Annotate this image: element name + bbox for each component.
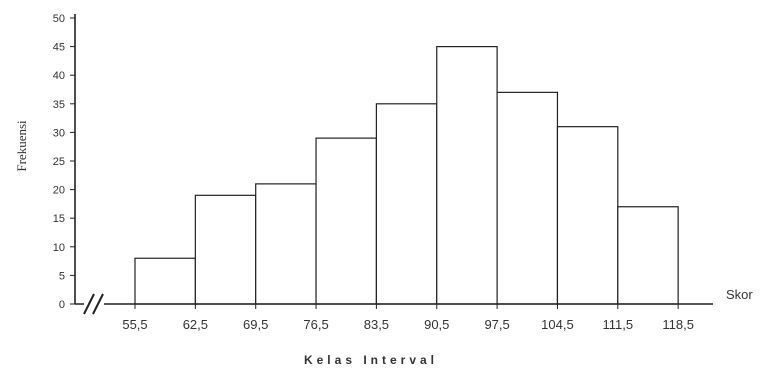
x-ticks: 55,5 62,5 69,5 76,5 83,5 90,5 97,5 104,5 111,5 11… xyxy=(122,304,694,332)
y-tick-label: 35 xyxy=(53,99,65,111)
histogram-bar xyxy=(496,91,559,305)
bars-layer xyxy=(134,45,679,305)
histogram-bar xyxy=(436,45,498,305)
y-tick-label: 15 xyxy=(53,213,65,225)
y-tick-label: 5 xyxy=(59,270,65,282)
histogram-bar xyxy=(375,103,438,305)
y-tick-label: 20 xyxy=(53,185,65,197)
y-tick-label: 25 xyxy=(53,156,65,168)
histogram-bar xyxy=(194,194,257,305)
y-tick-label: 50 xyxy=(53,13,65,25)
axes-layer xyxy=(74,14,713,315)
x-tick-label: 69,5 xyxy=(243,317,268,332)
histogram-bar xyxy=(556,126,619,305)
x-tick-label: 118,5 xyxy=(662,317,694,332)
y-tick-label: 30 xyxy=(53,127,65,139)
histogram-bar xyxy=(255,183,317,305)
y-tick-label: 45 xyxy=(53,42,65,54)
x-tick-label: 104,5 xyxy=(541,317,574,332)
x-unit-label: Skor xyxy=(726,287,753,302)
y-tick-label: 0 xyxy=(59,299,65,311)
x-tick-label: 62,5 xyxy=(183,317,208,332)
histogram-bar xyxy=(315,137,377,305)
histogram-bar xyxy=(134,257,196,305)
x-axis-label: Kelas Interval xyxy=(304,353,438,367)
axis-break-marker xyxy=(83,293,104,315)
x-tick-label: 76,5 xyxy=(303,317,328,332)
x-tick-label: 90,5 xyxy=(424,317,449,332)
y-tick-label: 10 xyxy=(53,242,65,254)
histogram-bar xyxy=(617,206,679,305)
y-ticks: 0 5 10 15 20 25 30 35 40 45 50 xyxy=(53,13,75,311)
x-tick-label: 83,5 xyxy=(364,317,389,332)
x-tick-label: 97,5 xyxy=(484,317,509,332)
x-tick-label: 111,5 xyxy=(602,317,633,332)
y-axis-label: Frekuensi xyxy=(14,120,29,172)
y-tick-label: 40 xyxy=(53,70,65,82)
x-tick-label: 55,5 xyxy=(122,317,147,332)
